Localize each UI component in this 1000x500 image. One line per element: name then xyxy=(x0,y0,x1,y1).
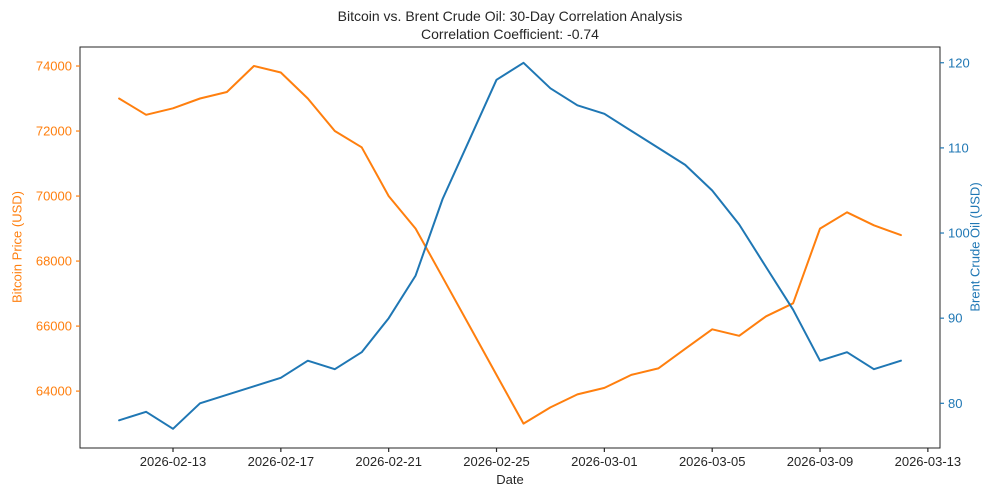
y-right-tick-label: 110 xyxy=(948,140,969,155)
chart-title: Bitcoin vs. Brent Crude Oil: 30-Day Corr… xyxy=(80,7,940,43)
x-tick-label: 2026-02-13 xyxy=(140,454,207,469)
y-left-tick-label: 68000 xyxy=(36,254,72,269)
y-right-tick-label: 100 xyxy=(948,226,970,241)
y-left-tick-label: 66000 xyxy=(36,319,72,334)
plot-border xyxy=(79,46,941,449)
x-tick-label: 2026-02-21 xyxy=(355,454,422,469)
chart-title-line2: Correlation Coefficient: -0.74 xyxy=(421,26,599,42)
y-left-tick-label: 72000 xyxy=(36,124,72,139)
x-tick-label: 2026-03-09 xyxy=(787,454,854,469)
x-tick-label: 2026-03-01 xyxy=(571,454,638,469)
y-right-tick-label: 80 xyxy=(948,396,962,411)
y-axis-label-right: Brent Crude Oil (USD) xyxy=(967,182,983,312)
y-left-tick-label: 70000 xyxy=(36,189,72,204)
x-tick-label: 2026-02-25 xyxy=(463,454,530,469)
x-tick-label: 2026-03-13 xyxy=(895,454,962,469)
bitcoin-line xyxy=(118,65,902,425)
chart-title-line1: Bitcoin vs. Brent Crude Oil: 30-Day Corr… xyxy=(337,8,683,24)
y-axis-label-left: Bitcoin Price (USD) xyxy=(9,191,25,303)
x-axis-label: Date xyxy=(496,472,524,487)
y-left-tick-label: 64000 xyxy=(36,384,72,399)
brent-line xyxy=(118,61,902,430)
y-right-tick-label: 90 xyxy=(948,311,962,326)
x-tick-label: 2026-03-05 xyxy=(679,454,746,469)
y-left-tick-label: 74000 xyxy=(36,59,72,74)
y-right-tick-label: 120 xyxy=(948,55,970,70)
x-tick-label: 2026-02-17 xyxy=(248,454,315,469)
